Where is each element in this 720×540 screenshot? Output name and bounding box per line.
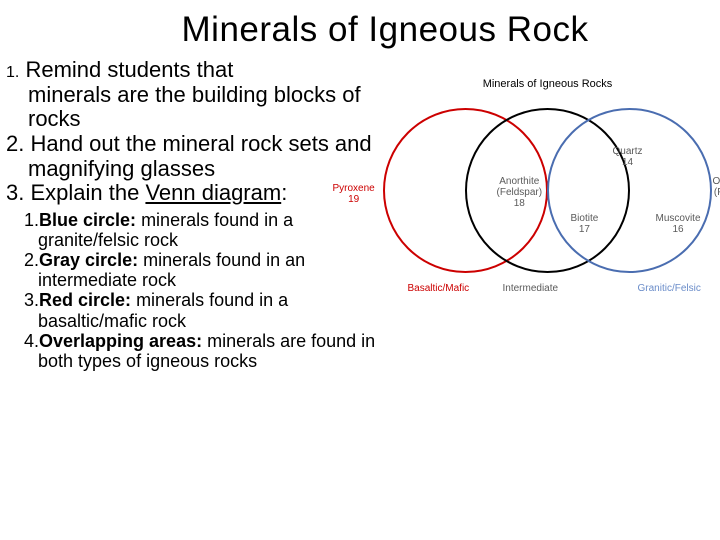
item-number: 3. [24,290,39,310]
label-quartz: Quartz14 [613,146,643,168]
bold-label: Red circle: [39,290,131,310]
list-item: 2. Hand out the mineral rock sets and ma… [6,132,377,181]
label-orthoclase: Orthoclase(Feldspar)12 [713,176,720,209]
item-number: 1. [6,64,19,81]
label-pyroxene: Pyroxene19 [333,183,375,205]
label-anorthite: Anorthite(Feldspar)18 [497,176,543,209]
main-list: 1. Remind students that minerals are the… [6,58,377,206]
item-text: 3. Explain the [6,180,145,205]
label-muscovite: Muscovite16 [656,213,701,235]
list-item: 4.Overlapping areas: minerals are found … [24,331,377,371]
list-item: 3. Explain the Venn diagram: [6,181,377,206]
underlined-text: Venn diagram [145,180,281,205]
footer-basaltic: Basaltic/Mafic [408,283,470,294]
blue-circle [547,108,712,273]
label-biotite: Biotite17 [571,213,599,235]
text-column: 1. Remind students that minerals are the… [6,58,381,371]
venn-title: Minerals of Igneous Rocks [381,78,714,90]
footer-granitic: Granitic/Felsic [638,283,701,294]
bold-label: Overlapping areas: [39,331,202,351]
slide-title: Minerals of Igneous Rock [0,0,720,50]
list-item: minerals are the building blocks of rock… [6,83,377,132]
list-item: 2.Gray circle: minerals found in an inte… [24,250,377,290]
sub-list: 1.Blue circle: minerals found in a grani… [6,206,377,371]
list-item: 1.Blue circle: minerals found in a grani… [24,210,377,250]
item-text: Remind students that [19,57,233,82]
item-number: 1. [24,210,39,230]
diagram-column: Minerals of Igneous Rocks Pyroxene19 Ano… [381,58,714,371]
bold-label: Gray circle: [39,250,138,270]
item-number: 2. [24,250,39,270]
venn-diagram: Pyroxene19 Anorthite(Feldspar)18 Biotite… [383,98,713,318]
list-item: 1. Remind students that [6,58,377,83]
item-number: 4. [24,331,39,351]
footer-intermediate: Intermediate [503,283,559,294]
list-item: 3.Red circle: minerals found in a basalt… [24,290,377,330]
item-text: : [281,180,287,205]
bold-label: Blue circle: [39,210,136,230]
content-area: 1. Remind students that minerals are the… [0,50,720,371]
